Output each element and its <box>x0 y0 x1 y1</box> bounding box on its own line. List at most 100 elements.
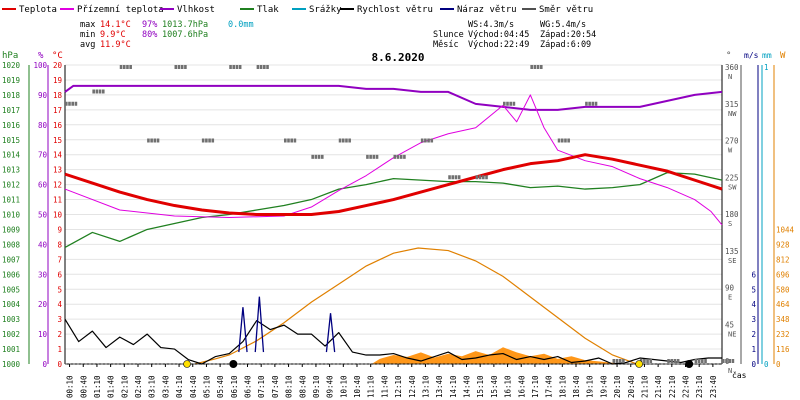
tick-hpa: 1000 <box>2 360 21 369</box>
legend-label: Směr větru <box>539 5 593 15</box>
tick-pct: 50 <box>38 211 48 220</box>
tick-hpa: 1005 <box>2 285 20 294</box>
wind-direction-dot <box>420 138 424 143</box>
tick-solar: 464 <box>776 300 790 309</box>
wind-direction-dot <box>311 154 314 159</box>
tick-dir: 45 <box>725 320 734 329</box>
wind-direction-dot <box>126 65 129 69</box>
wind-direction-dot <box>512 101 516 106</box>
x-tick-label: 06:40 <box>244 375 253 398</box>
wind-direction-dot <box>98 89 102 94</box>
wind-gust-info: WG:5.4m/s <box>540 20 586 30</box>
tick-dir-name: SE <box>728 257 736 265</box>
x-tick-label: 22:40 <box>682 375 691 398</box>
x-tick-label: 11:10 <box>367 375 376 398</box>
tick-pct: 20 <box>38 300 48 309</box>
wind-direction-dot <box>266 65 269 69</box>
unit-cas: čas <box>732 370 747 380</box>
wind-direction-dot <box>369 154 372 159</box>
wind-direction-dot <box>646 359 649 363</box>
wind-direction-dot <box>156 138 160 143</box>
unit-mm: mm <box>762 51 772 60</box>
x-tick-label: 10:40 <box>353 375 362 398</box>
wind-direction-dot <box>345 138 348 143</box>
x-tick-label: 15:10 <box>476 375 485 398</box>
tick-dir: 180 <box>725 210 739 219</box>
tick-pct: 10 <box>38 330 48 339</box>
tick-degc: 18 <box>53 91 63 100</box>
wind-direction-dot <box>122 65 126 69</box>
sun-moon-markers <box>183 360 694 368</box>
wind-direction-dot <box>506 101 509 106</box>
tick-dir: 90 <box>725 284 735 293</box>
wind-direction-dot <box>475 175 479 180</box>
wind-direction-dot <box>208 138 211 143</box>
series-gust-peak <box>238 307 248 353</box>
wind-direction-dot <box>238 65 242 69</box>
wind-direction-dot <box>95 89 99 94</box>
x-tick-label: 04:40 <box>189 375 198 398</box>
wind-direction-dot <box>694 359 698 363</box>
x-tick-label: 02:40 <box>134 375 143 398</box>
wind-direction-dot <box>722 359 725 363</box>
tick-pct: 90 <box>38 91 48 100</box>
wind-direction-dot <box>235 65 239 69</box>
wind-direction-dot <box>396 154 400 159</box>
wind-direction-dot <box>153 138 157 143</box>
tick-dir: 270 <box>725 137 739 146</box>
wind-direction-dot <box>229 65 232 69</box>
wind-direction-dot <box>503 101 506 106</box>
wind-direction-dot <box>150 138 153 143</box>
wind-direction-dot <box>676 359 680 363</box>
wind-direction-dot <box>454 175 458 180</box>
legend-label: Teplota <box>19 5 57 15</box>
x-tick-label: 01:10 <box>93 375 102 398</box>
tick-degc: 5 <box>57 285 62 294</box>
x-tick-label: 11:40 <box>380 375 389 398</box>
series-ground-temp <box>64 94 723 226</box>
wind-direction-dot <box>290 138 293 143</box>
wind-direction-dot <box>649 359 653 363</box>
wind-direction-dot <box>478 175 482 180</box>
tick-pct: 40 <box>38 240 48 249</box>
chart-title: 8.6.2020 <box>372 51 425 64</box>
tick-hpa: 1007 <box>2 255 20 264</box>
wind-direction-dot <box>211 138 215 143</box>
wind-direction-dot <box>567 138 570 143</box>
x-tick-label: 12:40 <box>408 375 417 398</box>
tick-hpa: 1015 <box>2 136 20 145</box>
wind-direction-dot <box>585 101 588 106</box>
legend: Teplota Přízemní teplota Vlhkost Tlak Srážky… <box>2 5 593 15</box>
tick-degc: 1 <box>57 345 62 354</box>
x-tick-label: 18:40 <box>572 375 581 398</box>
wind-direction-dot <box>338 138 342 143</box>
tick-dir-name: S <box>728 220 732 228</box>
wind-direction-dot <box>317 154 321 159</box>
tick-dir-name: W <box>728 147 733 155</box>
x-tick-label: 17:40 <box>545 375 554 398</box>
tick-hpa: 1001 <box>2 345 20 354</box>
x-tick-label: 01:40 <box>107 375 116 398</box>
tick-solar: 0 <box>776 360 781 369</box>
tick-degc: 10 <box>53 211 63 220</box>
tick-solar: 1044 <box>776 225 795 234</box>
tick-hpa: 1009 <box>2 225 20 234</box>
wind-direction-dot <box>485 175 488 180</box>
wind-direction-dot <box>539 65 543 69</box>
x-tick-label: 03:10 <box>148 375 157 398</box>
tick-solar: 232 <box>776 330 790 339</box>
stats-value: 11.9°C <box>100 40 131 50</box>
stats-value: 14.1°C <box>100 20 131 30</box>
tick-degc: 12 <box>53 181 62 190</box>
moonset-marker <box>229 360 238 368</box>
wind-direction-dot <box>205 138 208 143</box>
wind-direction-dot <box>284 138 287 143</box>
tick-ms: 3 <box>751 315 756 324</box>
tick-degc: 0 <box>57 360 62 369</box>
wind-direction-dot <box>366 154 369 159</box>
tick-hpa: 1006 <box>2 270 21 279</box>
x-tick-label: 16:40 <box>517 375 526 398</box>
stats-value: min <box>80 30 95 40</box>
series-solar-area <box>371 347 621 364</box>
wind-direction-dot <box>177 65 181 69</box>
